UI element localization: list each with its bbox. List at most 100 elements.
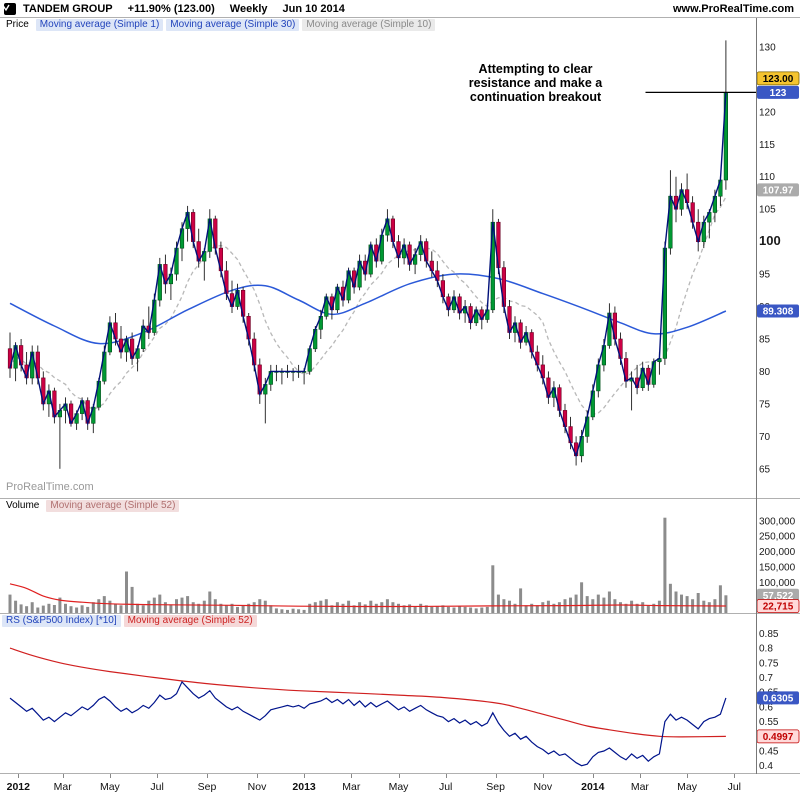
header-separator	[0, 17, 800, 18]
axis-tick-label: 100,000	[759, 578, 796, 589]
price-chart[interactable]: 13012512011511010510095908580757065123.0…	[0, 32, 800, 498]
axis-tick-label: 100	[759, 233, 781, 248]
legend-ma-simple-10[interactable]: Moving average (Simple 10)	[302, 19, 436, 31]
axis-tick-label: 0.4	[759, 761, 773, 772]
legend-rs-sp500[interactable]: RS (S&P500 Index) [*10]	[2, 615, 121, 627]
timeframe-label: Weekly	[229, 3, 268, 15]
axis-tick-label: 120	[759, 107, 776, 118]
legend-rs-ma-simple-52[interactable]: Moving average (Simple 52)	[123, 615, 257, 627]
axis-tick-label: 250,000	[759, 532, 796, 543]
value-axis-line	[756, 18, 757, 774]
time-axis-label: Sep	[486, 781, 505, 793]
svg-text:123: 123	[770, 88, 787, 99]
title-bar: TANDEM GROUP +11.90% (123.00) Weekly Jun…	[0, 0, 800, 18]
volume-chart[interactable]: 300,000 250,000 200,000 150,000 100,000 57,52…	[0, 514, 800, 613]
axis-tick-label: 0.8	[759, 644, 773, 655]
axis-tick-label: 0.45	[759, 747, 779, 758]
pane-separator-2	[0, 613, 800, 614]
watermark-text: ProRealTime.com	[6, 481, 94, 493]
time-axis-tick	[18, 774, 20, 778]
time-axis-tick	[495, 774, 497, 778]
axis-tick-label: 75	[759, 399, 771, 410]
time-axis-tick	[157, 774, 159, 778]
axis-tick-label: 80	[759, 367, 771, 378]
axis-badge: 123	[757, 85, 799, 99]
svg-text:89.308: 89.308	[763, 307, 794, 318]
candles-layer	[7, 40, 728, 469]
svg-text:123.00: 123.00	[763, 74, 794, 85]
pane-separator-1	[0, 498, 800, 499]
legend-ma-simple-1[interactable]: Moving average (Simple 1)	[35, 19, 164, 31]
time-axis-tick	[542, 774, 544, 778]
time-axis-label: May	[99, 781, 120, 793]
time-axis-tick	[62, 774, 64, 778]
axis-tick-label: 65	[759, 464, 771, 475]
price-legend: Price Moving average (Simple 1) Moving ave…	[0, 18, 756, 32]
time-axis-tick	[639, 774, 641, 778]
time-axis[interactable]: 2012 Mar May Jul Sep Nov 2013 Mar May Jul Sep Nov 20…	[0, 774, 800, 800]
legend-price[interactable]: Price	[2, 19, 33, 31]
axis-badge: 57,522	[757, 588, 799, 602]
axis-tick-label: 110	[759, 172, 775, 183]
prorealtime-logo-icon	[0, 3, 16, 15]
date-label: Jun 10 2014	[282, 3, 345, 15]
axis-tick-label: 300,000	[759, 516, 796, 527]
symbol-name: TANDEM GROUP	[23, 3, 113, 15]
axis-tick-label: 0.85	[759, 629, 779, 640]
axis-badge: 0.6305	[757, 691, 799, 705]
legend-ma-simple-30[interactable]: Moving average (Simple 30)	[166, 19, 300, 31]
ma10-line	[9, 196, 727, 415]
time-axis-tick	[592, 774, 594, 778]
axis-tick-label: 150,000	[759, 562, 796, 573]
volume-legend: Volume Moving average (Simple 52)	[0, 499, 756, 513]
axis-badge: 107.97	[757, 183, 799, 197]
axis-tick-label: 0.55	[759, 717, 779, 728]
time-axis-label: Mar	[630, 781, 649, 793]
rs-legend: RS (S&P500 Index) [*10] Moving average (S…	[0, 614, 756, 628]
time-axis-label: Jul	[727, 781, 742, 793]
axis-tick-label: 200,000	[759, 547, 796, 558]
time-axis-tick	[398, 774, 400, 778]
axis-badge: 89.308	[757, 304, 799, 318]
rs-chart[interactable]: 0.850.80.750.70.650.60.550.50.450.40.630…	[0, 629, 800, 773]
axis-tick-label: 85	[759, 335, 771, 346]
website-label: www.ProRealTime.com	[672, 3, 794, 15]
legend-volume[interactable]: Volume	[2, 500, 44, 512]
annotation-text[interactable]: Attempting to clear resistance and make …	[468, 62, 603, 104]
time-axis-label: Jul	[438, 781, 453, 793]
time-axis-label: 2012	[6, 781, 30, 793]
axis-tick-label: 0.75	[759, 658, 779, 669]
time-axis-label: May	[388, 781, 409, 793]
time-axis-tick	[351, 774, 353, 778]
time-axis-label: Nov	[533, 781, 553, 793]
volume-ma-line	[9, 583, 726, 608]
xaxis-separator	[0, 773, 800, 774]
axis-tick-label: 130	[759, 42, 776, 53]
time-axis-label: 2013	[292, 781, 316, 793]
axis-badge: 0.4997	[756, 729, 800, 744]
rs-line	[9, 680, 727, 767]
time-axis-label: Mar	[342, 781, 361, 793]
axis-tick-label: 0.7	[759, 673, 773, 684]
time-axis-label: Mar	[53, 781, 72, 793]
axis-tick-label: 0.6	[759, 702, 773, 713]
time-axis-label: Sep	[197, 781, 217, 793]
volume-bars-layer	[8, 517, 728, 613]
time-axis-tick	[445, 774, 447, 778]
legend-volume-ma-simple-52[interactable]: Moving average (Simple 52)	[46, 500, 180, 512]
svg-text:0.6305: 0.6305	[763, 693, 794, 704]
axis-badge: 22,715	[756, 599, 800, 613]
time-axis-tick	[734, 774, 736, 778]
rs-ma-line	[9, 647, 726, 738]
time-axis-label: 2014	[581, 781, 605, 793]
axis-badge: 123.00	[756, 71, 800, 86]
time-axis-tick	[109, 774, 111, 778]
axis-tick-label: 115	[759, 140, 775, 151]
svg-text:0.4997: 0.4997	[763, 732, 794, 743]
time-axis-tick	[207, 774, 208, 778]
axis-tick-label: 105	[759, 205, 776, 216]
time-axis-label: Jul	[150, 781, 164, 793]
time-axis-tick	[257, 774, 258, 778]
time-axis-tick	[687, 774, 689, 778]
